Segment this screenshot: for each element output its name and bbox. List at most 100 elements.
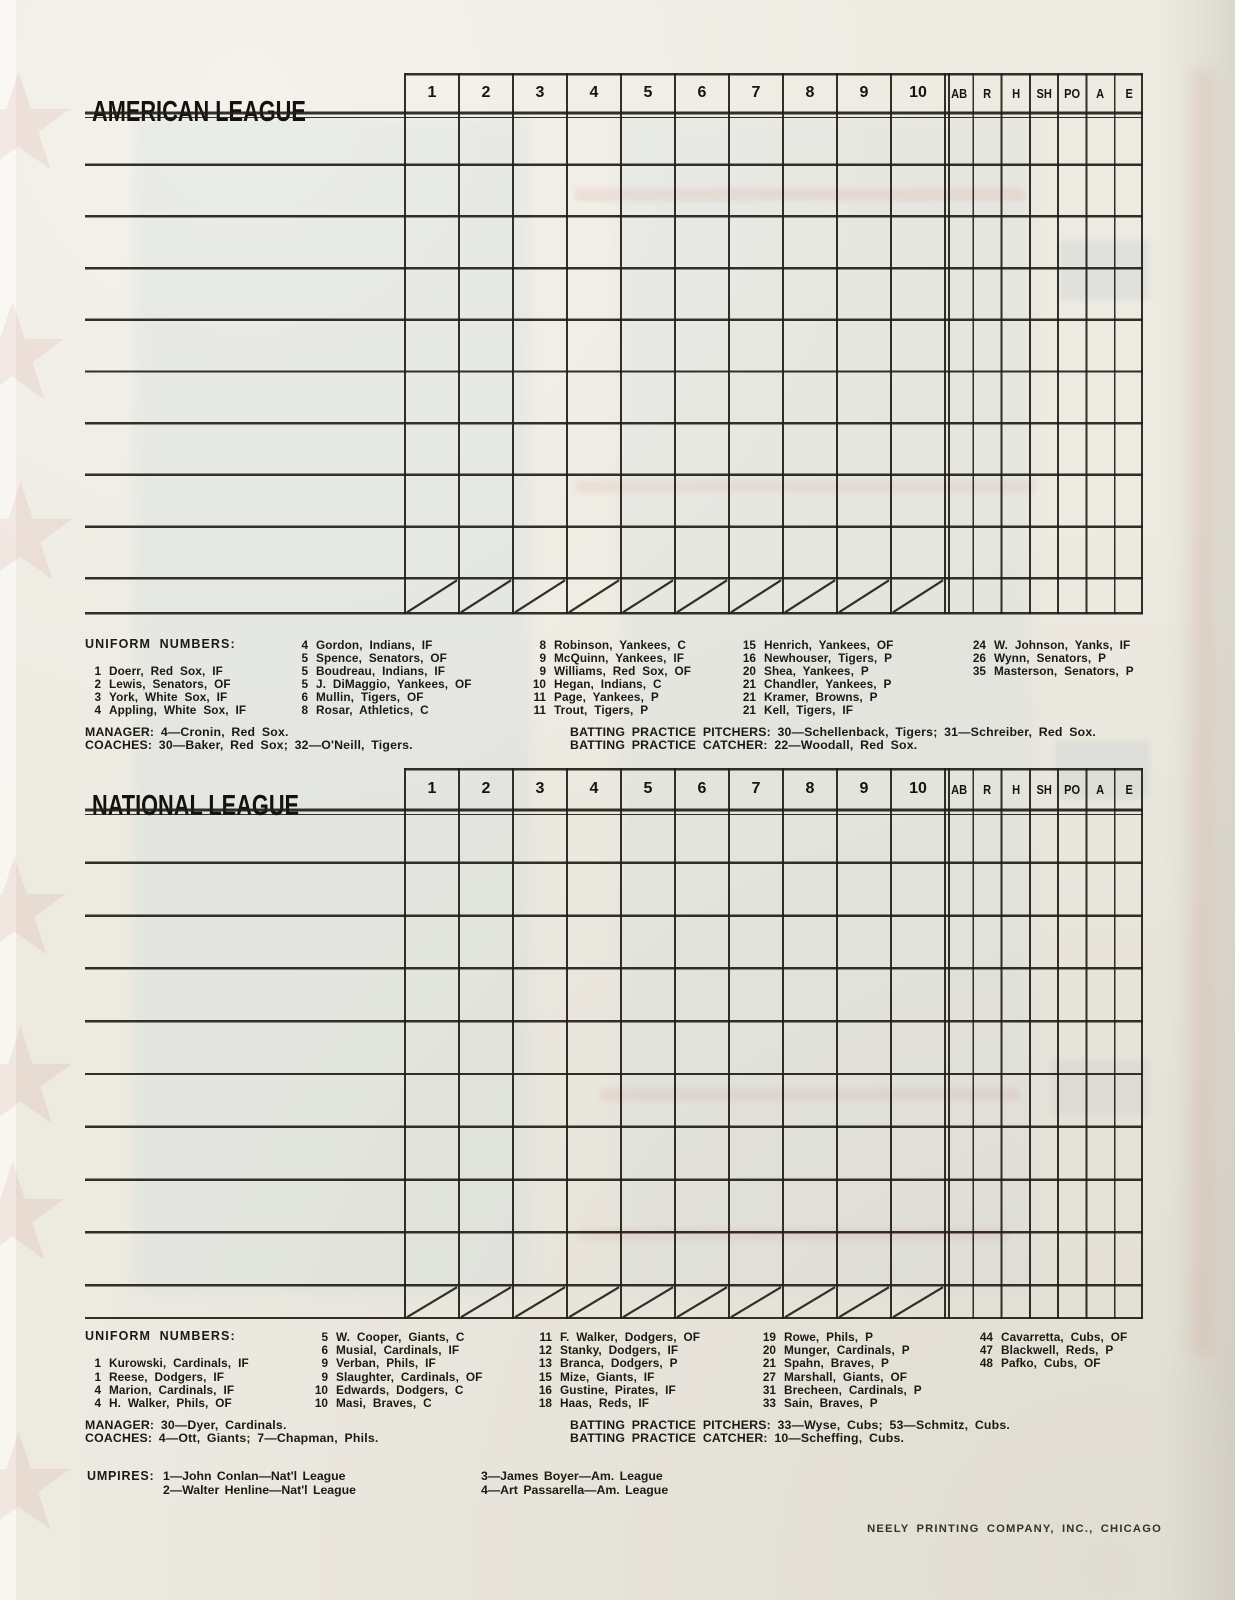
uniform-number: 8 bbox=[301, 702, 308, 717]
uniform-number-entry: 35 Masterson, Senators, P bbox=[970, 664, 1134, 678]
uniform-number-entry: 9 McQuinn, Yankees, IF bbox=[530, 651, 684, 665]
uniform-number-entry: 1 Doerr, Red Sox, IF bbox=[85, 664, 223, 678]
player-name: Page, Yankees, P bbox=[554, 689, 659, 704]
uniform-number: 1 bbox=[94, 663, 101, 678]
player-name: Kell, Tigers, IF bbox=[764, 702, 854, 717]
player-name: Gustine, Pirates, IF bbox=[560, 1382, 676, 1397]
uniform-number: 21 bbox=[742, 676, 756, 691]
player-name: Masi, Braves, C bbox=[336, 1396, 432, 1410]
uniform-number-entry: 16 Gustine, Pirates, IF bbox=[536, 1383, 676, 1397]
umpire-entry: 2—Walter Henline—Nat'l League bbox=[163, 1482, 357, 1497]
grid-column-header: 8 bbox=[805, 780, 815, 797]
uniform-number-entry: 33 Sain, Braves, P bbox=[760, 1396, 878, 1410]
grid-column-header: H bbox=[1011, 85, 1020, 101]
player-name: Hegan, Indians, C bbox=[554, 676, 662, 691]
grid-column-header: SH bbox=[1036, 85, 1052, 101]
uniform-number: 9 bbox=[321, 1356, 328, 1371]
uniform-number-entry: 4 Appling, White Sox, IF bbox=[85, 703, 246, 717]
uniform-number: 15 bbox=[742, 638, 756, 652]
uniform-number: 9 bbox=[321, 1369, 328, 1384]
uniform-number-entry: 5 W. Cooper, Giants, C bbox=[312, 1330, 465, 1344]
uniform-number: 18 bbox=[538, 1396, 552, 1410]
player-name: Boudreau, Indians, IF bbox=[316, 663, 446, 678]
uniform-number: 6 bbox=[321, 1343, 328, 1358]
uniform-number: 12 bbox=[538, 1343, 552, 1358]
uniform-number-entry: 1 Kurowski, Cardinals, IF bbox=[85, 1356, 249, 1370]
uniform-number-entry: 18 Haas, Reds, IF bbox=[536, 1396, 649, 1410]
uniform-number: 16 bbox=[742, 650, 756, 665]
grid-column-header: SH bbox=[1036, 781, 1052, 797]
uniform-number: 5 bbox=[301, 663, 308, 678]
player-name: Rosar, Athletics, C bbox=[316, 702, 429, 717]
uniform-number: 21 bbox=[742, 689, 756, 704]
grid-column-header: H bbox=[1011, 781, 1020, 797]
player-name: Reese, Dodgers, IF bbox=[109, 1369, 225, 1384]
uniform-number-entry: 8 Rosar, Athletics, C bbox=[292, 703, 429, 717]
uniform-number-entry: 48 Pafko, Cubs, OF bbox=[977, 1356, 1101, 1370]
grid-column-header: 7 bbox=[751, 84, 761, 101]
uniform-number: 48 bbox=[979, 1356, 993, 1371]
player-name: Cavarretta, Cubs, OF bbox=[1001, 1330, 1128, 1344]
grid-column-header: 2 bbox=[481, 84, 491, 101]
uniform-number-entry: 31 Brecheen, Cardinals, P bbox=[760, 1383, 922, 1397]
grid-column-header: A bbox=[1096, 781, 1105, 797]
uniform-number: 9 bbox=[539, 650, 546, 665]
uniform-number-entry: 1 Reese, Dodgers, IF bbox=[85, 1370, 224, 1384]
uniform-number-entry: 10 Edwards, Dodgers, C bbox=[312, 1383, 464, 1397]
uniform-number: 2 bbox=[94, 676, 101, 691]
grid-column-header: 7 bbox=[751, 780, 761, 797]
player-name: Mize, Giants, IF bbox=[560, 1369, 655, 1384]
uniform-number: 5 bbox=[301, 676, 308, 691]
uniform-number-entry: 6 Mullin, Tigers, OF bbox=[292, 690, 424, 704]
uniform-number: 27 bbox=[762, 1369, 776, 1384]
grid-column-header: PO bbox=[1064, 85, 1081, 101]
grid-column-header: A bbox=[1096, 85, 1105, 101]
uniform-number-entry: 2 Lewis, Senators, OF bbox=[85, 677, 231, 691]
player-name: Blackwell, Reds, P bbox=[1001, 1343, 1114, 1358]
uniform-number-entry: 27 Marshall, Giants, OF bbox=[760, 1370, 907, 1384]
player-name: Sain, Braves, P bbox=[784, 1396, 878, 1410]
uniform-number-entry: 24 W. Johnson, Yanks, IF bbox=[970, 638, 1130, 652]
american-uniform-numbers-label: UNIFORM NUMBERS: bbox=[85, 637, 236, 651]
uniform-number-entry: 5 Spence, Senators, OF bbox=[292, 651, 447, 665]
player-name: Marion, Cardinals, IF bbox=[109, 1382, 235, 1397]
grid-column-header: 4 bbox=[589, 84, 599, 101]
player-name: Edwards, Dodgers, C bbox=[336, 1382, 464, 1397]
uniform-number-entry: 19 Rowe, Phils, P bbox=[760, 1330, 873, 1344]
player-name: Trout, Tigers, P bbox=[554, 702, 649, 717]
national-manager-line: MANAGER: 30—Dyer, Cardinals. bbox=[85, 1418, 287, 1432]
grid-column-header: 9 bbox=[859, 84, 869, 101]
player-name: Spahn, Braves, P bbox=[784, 1356, 889, 1371]
uniform-number: 4 bbox=[94, 702, 101, 717]
grid-column-header: 10 bbox=[909, 780, 927, 797]
player-name: Marshall, Giants, OF bbox=[784, 1369, 908, 1384]
uniform-number-entry: 9 Slaughter, Cardinals, OF bbox=[312, 1370, 482, 1384]
uniform-number: 26 bbox=[972, 650, 986, 665]
player-name: Henrich, Yankees, OF bbox=[764, 638, 894, 652]
uniform-number: 6 bbox=[301, 689, 308, 704]
player-name: W. Cooper, Giants, C bbox=[336, 1330, 465, 1344]
uniform-number: 21 bbox=[742, 702, 756, 717]
uniform-number-entry: 9 Williams, Red Sox, OF bbox=[530, 664, 691, 678]
grid-column-header: 10 bbox=[909, 84, 927, 101]
uniform-number: 5 bbox=[321, 1330, 328, 1344]
uniform-number-entry: 15 Henrich, Yankees, OF bbox=[740, 638, 893, 652]
grid-column-header: 9 bbox=[859, 780, 869, 797]
player-name: Kramer, Browns, P bbox=[764, 689, 878, 704]
player-name: Lewis, Senators, OF bbox=[109, 676, 231, 691]
uniform-number: 19 bbox=[762, 1330, 776, 1344]
grid-column-header: E bbox=[1125, 85, 1133, 101]
uniform-number-entry: 44 Cavarretta, Cubs, OF bbox=[977, 1330, 1127, 1344]
umpires-label: UMPIRES: bbox=[87, 1469, 155, 1483]
uniform-number-entry: 20 Munger, Cardinals, P bbox=[760, 1343, 910, 1357]
player-name: York, White Sox, IF bbox=[109, 689, 228, 704]
uniform-number-entry: 21 Chandler, Yankees, P bbox=[740, 676, 892, 691]
uniform-number-entry: 9 Verban, Phils, IF bbox=[312, 1356, 436, 1370]
uniform-number: 11 bbox=[533, 702, 546, 717]
national-bp-pitchers-line: BATTING PRACTICE PITCHERS: 33—Wyse, Cubs… bbox=[570, 1418, 1010, 1432]
player-name: H. Walker, Phils, OF bbox=[109, 1396, 232, 1410]
uniform-number-entry: 5 J. DiMaggio, Yankees, OF bbox=[292, 677, 472, 691]
player-name: Haas, Reds, IF bbox=[560, 1396, 650, 1410]
umpire-entry: 4—Art Passarella—Am. League bbox=[481, 1482, 669, 1497]
grid-column-header: 1 bbox=[427, 84, 437, 101]
